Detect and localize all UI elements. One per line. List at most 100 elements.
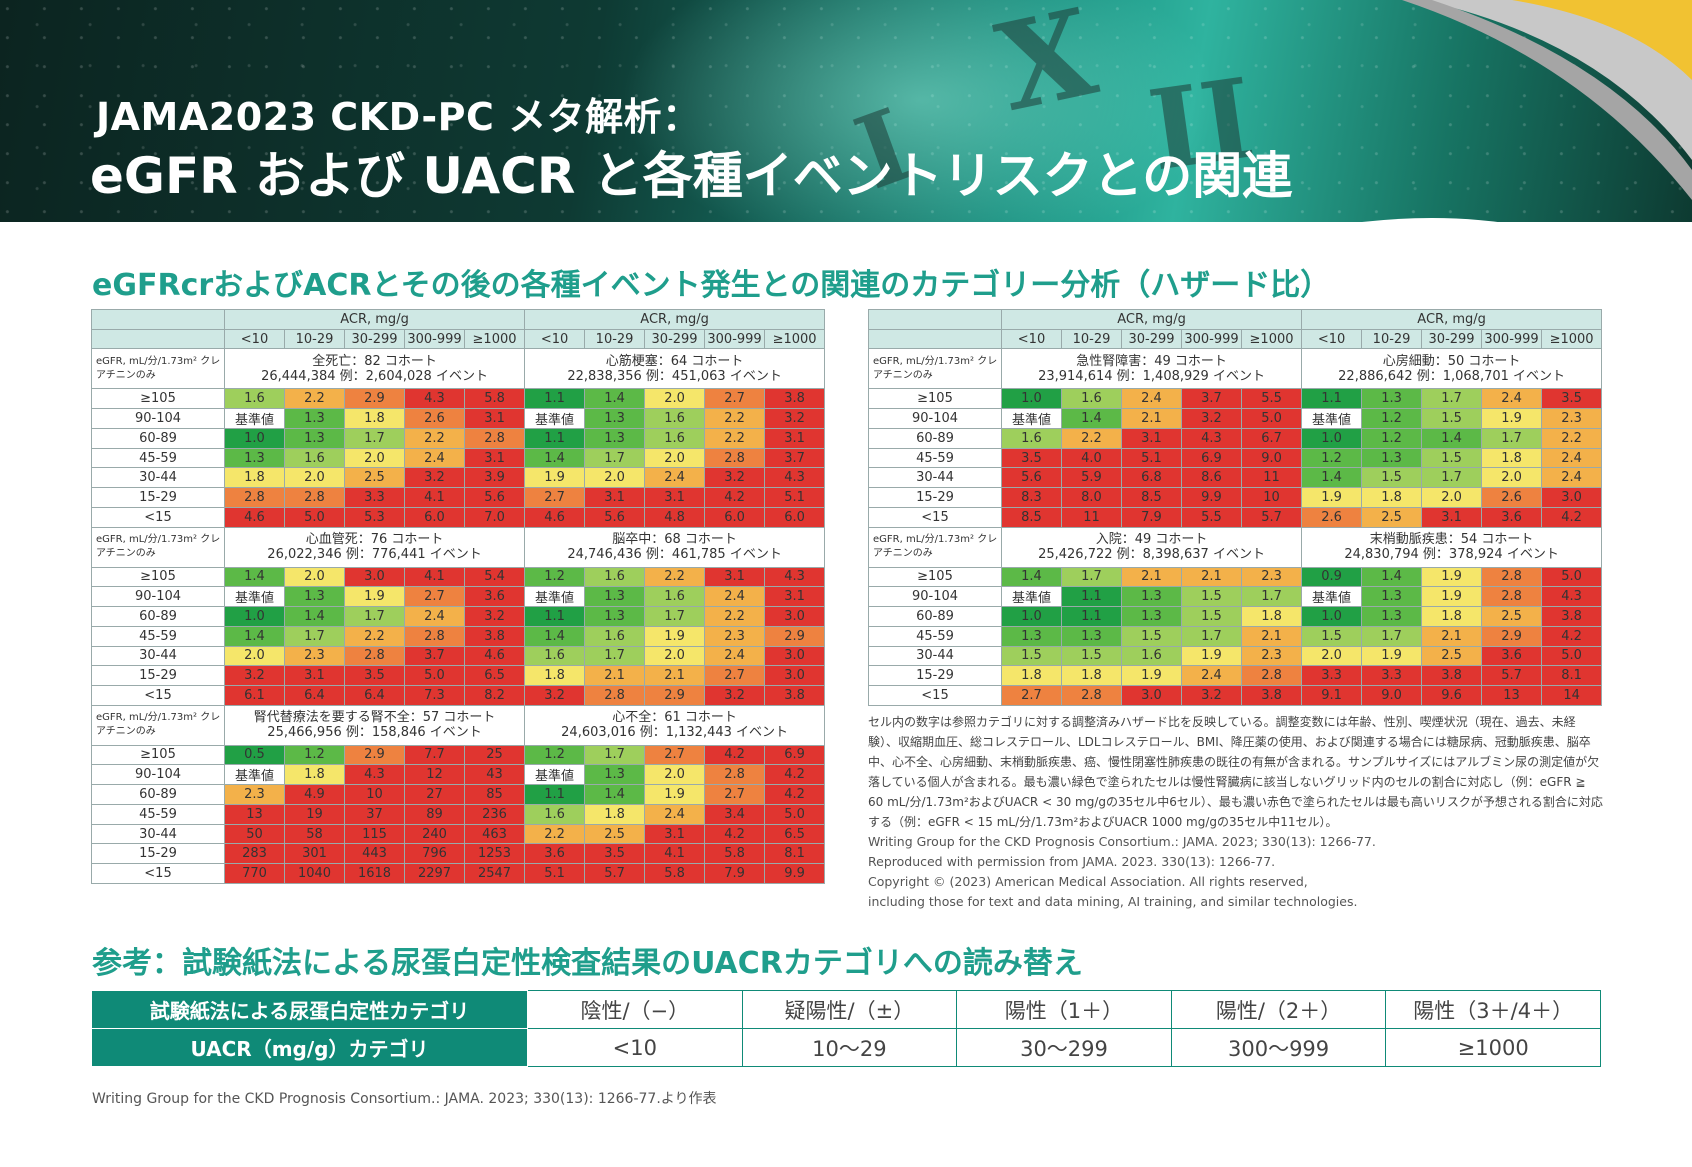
hazard-cell: 1.7	[1240, 586, 1303, 608]
hazard-cell: 3.6	[1481, 506, 1543, 528]
hazard-cell: 2.4	[704, 645, 766, 667]
hazard-cell: 3.2	[764, 408, 826, 430]
hazard-cell: 1.3	[1121, 606, 1182, 627]
hazard-cell: 5.0	[1240, 408, 1303, 430]
grid-row: 90-104 基準値 1.3 1.9 2.7 3.6 基準値 1.3 1.6 2.4 3.1	[91, 586, 826, 608]
egfr-axis-label: eGFR, mL/分/1.73m² クレアチニンのみ	[91, 348, 225, 390]
hazard-cell: 6.4	[344, 684, 405, 706]
uacr-cell: ≥1000	[1385, 1028, 1601, 1067]
reference-line: including those for text and data mining…	[868, 894, 1358, 909]
hazard-cell: 2.5	[584, 823, 646, 845]
reference-line: Reproduced with permission from JAMA. 20…	[868, 854, 1276, 869]
hazard-cell: 4.3	[404, 388, 465, 410]
hazard-cell: 1.4	[224, 566, 285, 588]
hazard-cell: 1040	[284, 863, 345, 884]
acr-category: 10-29	[584, 328, 646, 350]
hazard-cell: 5.6	[463, 487, 526, 508]
acr-category: ≥1000	[463, 328, 526, 350]
egfr-axis-label: eGFR, mL/分/1.73m² クレアチニンのみ	[91, 526, 225, 568]
hazard-cell: 基準値	[1301, 408, 1363, 430]
hazard-cell: 1.7	[284, 625, 345, 647]
hazard-cell: 3.8	[1541, 606, 1603, 627]
egfr-category: ≥105	[91, 744, 225, 766]
hazard-cell: 13	[1481, 684, 1543, 706]
panel-caption: 脳卒中：68 コホート 24,746,436 例：461,785 イベント	[524, 526, 826, 568]
hazard-cell: 85	[463, 784, 526, 805]
hazard-cell: 5.1	[524, 863, 586, 884]
hazard-cell: 2.2	[284, 388, 345, 410]
egfr-category: 90-104	[91, 764, 225, 786]
hazard-cell: 1.4	[1001, 566, 1062, 588]
hazard-cell: 2.9	[344, 388, 405, 410]
hazard-cell: 1.3	[1001, 625, 1062, 647]
hazard-cell: 2.1	[1421, 625, 1483, 647]
hazard-cell: 基準値	[224, 408, 285, 430]
hazard-cell: 1.8	[1421, 606, 1483, 627]
hazard-cell: 4.3	[344, 764, 405, 786]
hazard-cell: 2.0	[644, 645, 706, 667]
hazard-cell: 1.1	[524, 606, 586, 627]
hazard-cell: 1.0	[224, 606, 285, 627]
dipstick-row-qualitative: 試験紙法による尿蛋白定性カテゴリ 陰性/（−） 疑陽性/（±） 陽性（1＋） 陽…	[91, 990, 1601, 1029]
hazard-cell: 6.7	[1240, 428, 1303, 449]
acr-category: ≥1000	[1240, 328, 1303, 350]
grid-row: 45-59 1.3 1.3 1.5 1.7 2.1 1.5 1.7 2.1 2.9 4.2	[868, 625, 1603, 647]
hazard-cell: 2.7	[404, 586, 465, 608]
hazard-cell: 8.1	[764, 843, 826, 865]
acr-category: <10	[224, 328, 285, 350]
hazard-cell: 1.3	[284, 586, 345, 608]
hazard-cell: 1.9	[1121, 665, 1182, 686]
hazard-cell: 10	[1240, 487, 1303, 508]
hazard-cell: 14	[1541, 684, 1603, 706]
grid-row: 30-44 5.6 5.9 6.8 8.6 11 1.4 1.5 1.7 2.0 2.4	[868, 467, 1603, 489]
uacr-cell: 30〜299	[956, 1028, 1172, 1067]
hazard-cell: 1.0	[1001, 388, 1062, 410]
hazard-cell: 1.7	[344, 606, 405, 627]
hazard-cell: 2.8	[1481, 586, 1543, 608]
egfr-category: 60-89	[868, 428, 1002, 449]
egfr-category: ≥105	[91, 566, 225, 588]
grid-row: 45-59 3.5 4.0 5.1 6.9 9.0 1.2 1.3 1.5 1.8 2.4	[868, 447, 1603, 469]
hazard-cell: 1.0	[1001, 606, 1062, 627]
grid-row: ≥105 1.4 2.0 3.0 4.1 5.4 1.2 1.6 2.2 3.1 4.3	[91, 566, 826, 588]
hazard-cell: 2.9	[344, 744, 405, 766]
hazard-cell: 8.5	[1001, 506, 1062, 528]
hazard-cell: 4.6	[463, 645, 526, 667]
egfr-category: 15-29	[91, 665, 225, 686]
hazard-cell: 5.6	[1001, 467, 1062, 489]
egfr-category: 15-29	[868, 487, 1002, 508]
hazard-cell: 4.9	[284, 784, 345, 805]
hazard-cell: 2.4	[404, 606, 465, 627]
hazard-cell: 5.0	[1541, 566, 1603, 588]
hazard-cell: 1.7	[1421, 388, 1483, 410]
hazard-cell: 4.2	[1541, 625, 1603, 647]
egfr-category: 30-44	[868, 645, 1002, 667]
hazard-cell: 1.2	[1361, 428, 1423, 449]
table-note: セル内の数字は参照カテゴリに対する調整済みハザード比を反映している。調整変数には…	[868, 715, 1603, 829]
hazard-cell: 5.4	[463, 566, 526, 588]
hazard-cell: 1.9	[1361, 645, 1423, 667]
hazard-cell: 1.2	[524, 744, 586, 766]
hazard-cell: 1.7	[344, 428, 405, 449]
hazard-cell: 3.2	[1181, 684, 1242, 706]
grid-row: <15 770 1040 1618 2297 2547 5.1 5.7 5.8 7.9 9.9	[91, 863, 826, 884]
hazard-cell: 1.9	[1181, 645, 1242, 667]
hazard-cell: 3.1	[463, 447, 526, 469]
hazard-cell: 2.6	[1301, 506, 1363, 528]
hazard-cell: 3.6	[524, 843, 586, 865]
hazard-cell: 3.1	[644, 823, 706, 845]
hazard-cell: 4.3	[1181, 428, 1242, 449]
hazard-cell: 3.1	[584, 487, 646, 508]
hazard-cell: 5.1	[1121, 447, 1182, 469]
grid-row: 15-29 2.8 2.8 3.3 4.1 5.6 2.7 3.1 3.1 4.2 5.1	[91, 487, 826, 508]
hazard-cell: 3.2	[524, 684, 586, 706]
hazard-cell: 2547	[463, 863, 526, 884]
hazard-cell: 3.5	[1541, 388, 1603, 410]
hazard-cell: 2.1	[1121, 408, 1182, 430]
hazard-cell: 1.8	[1240, 606, 1303, 627]
reference-block: Writing Group for the CKD Prognosis Cons…	[868, 832, 1603, 912]
hazard-cell: 1.9	[344, 586, 405, 608]
hazard-cell: 3.1	[1121, 428, 1182, 449]
hazard-cell: 5.0	[764, 804, 826, 825]
hazard-cell: 3.3	[344, 487, 405, 508]
